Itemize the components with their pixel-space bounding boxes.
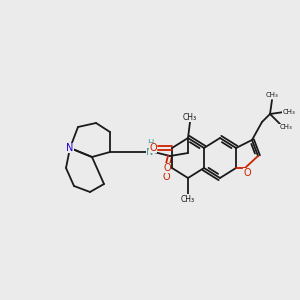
Text: O: O — [149, 143, 157, 153]
Text: CH₃: CH₃ — [183, 112, 197, 122]
Text: N: N — [66, 143, 74, 153]
Text: O: O — [163, 163, 171, 173]
Text: N: N — [146, 147, 154, 157]
Text: O: O — [243, 168, 251, 178]
Text: CH₃: CH₃ — [181, 194, 195, 203]
Text: H: H — [147, 139, 153, 148]
Text: CH₃: CH₃ — [280, 124, 292, 130]
Text: CH₃: CH₃ — [283, 109, 296, 115]
Text: O: O — [162, 172, 170, 182]
Text: CH₃: CH₃ — [266, 92, 278, 98]
